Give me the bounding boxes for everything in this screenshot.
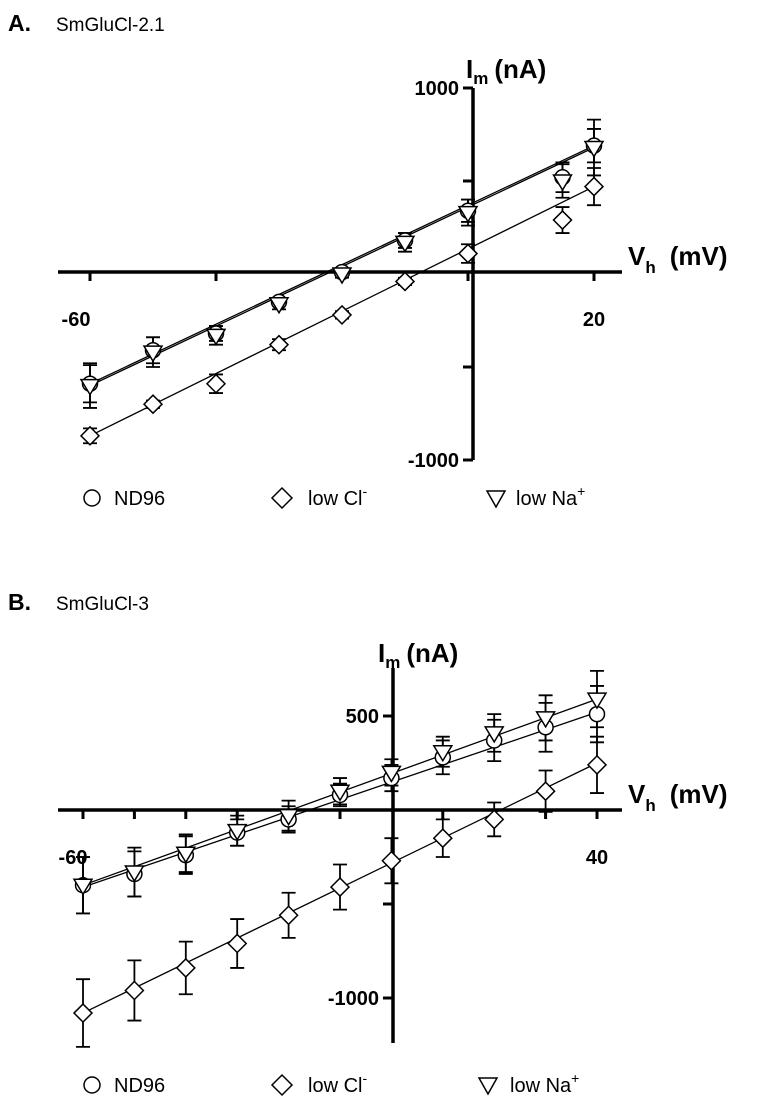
panel-a-point-triangle <box>583 140 605 158</box>
panel-a-point-diamond <box>79 425 101 446</box>
panel-a-y-axis-label: Im (nA) <box>466 54 546 88</box>
panel-b-plot-area: -60 40 500 -1000 <box>59 669 608 1048</box>
panel-b-point-triangle <box>226 823 248 842</box>
panel-b-point-triangle <box>278 808 299 827</box>
panel-b: B. SmGluCl-3 -60 40 500 -1000 Im (nA) Vh (mV)… <box>8 589 728 1097</box>
panel-a-point-diamond <box>552 209 573 231</box>
panel-a-y-tick-label: 1000 <box>415 78 460 100</box>
panel-b-legend-circle-marker <box>83 1076 101 1094</box>
panel-b-legend-nd96: ND96 <box>114 1075 165 1097</box>
panel-a-legend: ND96 low Cl- low Na+ <box>83 483 585 510</box>
panel-a-legend-nd96: ND96 <box>114 488 165 510</box>
panel-a-point-diamond <box>394 271 416 292</box>
panel-b-point-triangle <box>381 765 402 783</box>
panel-a-point-triangle <box>394 235 416 253</box>
panel-b-point-diamond <box>432 828 453 849</box>
panel-a-point-diamond <box>457 243 479 264</box>
panel-b-point-diamond <box>175 957 196 978</box>
panel-a-point-triangle <box>552 174 573 192</box>
panel-b-legend-triangle-marker <box>477 1077 499 1096</box>
panel-b-legend-low-cl: low Cl- <box>308 1070 367 1097</box>
panel-b-point-diamond <box>381 850 402 871</box>
panel-b-point-triangle <box>175 846 197 864</box>
panel-a-point-triangle <box>457 205 479 224</box>
panel-a-legend-circle-marker <box>83 489 101 507</box>
panel-a-legend-diamond-marker <box>270 486 294 510</box>
panel-a-x-tick-label: -60 <box>62 309 91 331</box>
panel-b-point-triangle <box>124 865 145 883</box>
panel-a-point-triangle <box>142 345 164 363</box>
panel-b-title: SmGluCl-3 <box>56 594 149 615</box>
panel-a-point-diamond <box>268 334 290 355</box>
panel-b-point-triangle <box>586 692 608 710</box>
panel-b-y-tick-label: -1000 <box>328 988 379 1010</box>
panel-a-point-diamond <box>331 304 353 325</box>
panel-a-x-axis-label: Vh (mV) <box>628 241 728 277</box>
panel-a-plot-area: -60 20 1000 -1000 <box>62 78 606 472</box>
panel-b-y-axis-label: Im (nA) <box>378 638 458 672</box>
panel-b-legend-low-na: low Na+ <box>510 1070 579 1097</box>
panel-b-x-tick-label: -60 <box>59 847 88 869</box>
panel-b-x-axis-label: Vh (mV) <box>628 779 728 815</box>
panel-a-point-triangle <box>268 297 290 315</box>
panel-b-point-diamond <box>72 1002 94 1024</box>
panel-b-point-triangle <box>329 784 351 802</box>
panel-a-point-triangle <box>205 328 227 346</box>
panel-a-point-triangle <box>79 378 101 397</box>
panel-b-point-diamond <box>278 905 299 926</box>
panel-a-point-diamond <box>142 394 164 415</box>
panel-a-point-diamond <box>205 373 227 394</box>
panel-b-point-triangle <box>72 878 94 896</box>
panel-b-legend-diamond-marker <box>270 1073 294 1097</box>
panel-b-point-diamond <box>484 809 505 830</box>
panel-a: A. SmGluCl-2.1 -60 20 1000 -1000 Im (nA) Vh(… <box>8 10 728 510</box>
panel-a-legend-triangle-marker <box>485 490 507 509</box>
panel-b-point-triangle <box>432 744 454 763</box>
panel-b-y-tick-label: 500 <box>346 706 379 728</box>
panel-b-point-diamond <box>124 980 145 1001</box>
panel-a-x-tick-label: 20 <box>583 309 605 331</box>
panel-b-point-triangle <box>483 726 505 744</box>
panel-b-point-diamond <box>329 877 351 898</box>
panel-b-letter: B. <box>8 589 31 615</box>
panel-a-point-triangle <box>331 267 353 285</box>
panel-a-legend-low-na: low Na+ <box>516 483 585 510</box>
panel-b-point-diamond <box>227 933 248 954</box>
panel-b-point-diamond <box>586 754 608 775</box>
panel-b-legend: ND96 low Cl- low Na+ <box>83 1070 579 1097</box>
panel-a-title: SmGluCl-2.1 <box>56 15 165 36</box>
panel-a-point-diamond <box>583 176 605 197</box>
panel-a-y-tick-label: -1000 <box>408 450 459 472</box>
panel-b-point-diamond <box>535 781 556 802</box>
panel-b-point-triangle <box>535 711 556 729</box>
panel-a-legend-low-cl: low Cl- <box>308 483 367 510</box>
panel-b-x-tick-label: 40 <box>586 847 608 869</box>
panel-a-letter: A. <box>8 10 31 36</box>
